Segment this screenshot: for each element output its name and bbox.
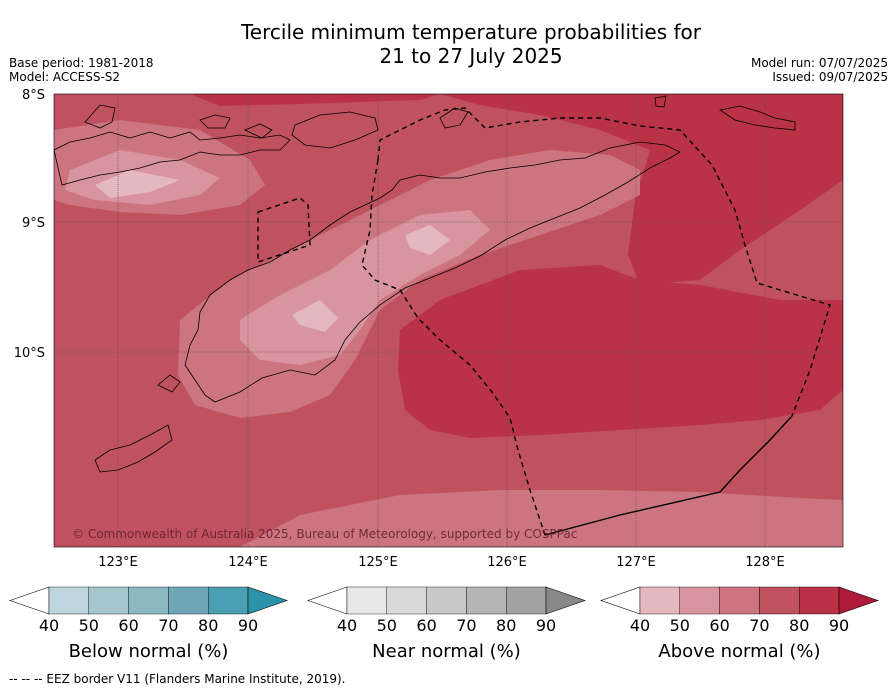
rote-coast xyxy=(94,424,173,473)
band-40-50-nw xyxy=(95,170,180,198)
lon-label-124e: 124°E xyxy=(228,555,268,570)
colorbar-near-normal: 40 50 60 70 80 90 Near normal (%) xyxy=(307,586,586,662)
coastlines xyxy=(54,95,796,473)
colorbar-above-segment-3 xyxy=(759,586,800,615)
colorbar-near-segment-4 xyxy=(506,586,547,615)
lon-label-127e: 127°E xyxy=(616,555,656,570)
timor-coast xyxy=(184,141,681,403)
title-line-1: Tercile minimum temperature probabilitie… xyxy=(240,20,702,44)
colorbar-below-normal: 40 50 60 70 80 90 Below normal (%) xyxy=(9,586,288,662)
colorbar-below-tick: 70 xyxy=(158,616,178,635)
colorbar-above-tick: 60 xyxy=(709,616,729,635)
colorbar-above-segment-2 xyxy=(719,586,760,615)
colorbar-near-segment-1 xyxy=(386,586,427,615)
semau-coast xyxy=(157,374,181,393)
lat-label-10s: 10°S xyxy=(14,346,45,361)
colorbar-below-segment-2 xyxy=(128,586,169,615)
meta-left: Base period: 1981-2018 Model: ACCESS-S2 xyxy=(9,56,154,84)
colorbar-near-segment-3 xyxy=(466,586,507,615)
copyright-note: © Commonwealth of Australia 2025, Bureau… xyxy=(72,527,577,541)
band-40-50-center-a xyxy=(405,225,450,255)
colorbar-above-high-extend xyxy=(838,586,879,615)
colorbar-below-segment-0 xyxy=(48,586,89,615)
colorbar-above-normal: 40 50 60 70 80 90 Above normal (%) xyxy=(600,586,879,662)
colorbar-above-segment-4 xyxy=(799,586,840,615)
colorbar-below-high-extend xyxy=(247,586,288,615)
colorbar-near-segment-0 xyxy=(346,586,387,615)
lon-label-128e: 128°E xyxy=(745,555,785,570)
issued-date: Issued: 09/07/2025 xyxy=(772,70,888,84)
colorbar-below-title: Below normal (%) xyxy=(69,641,229,662)
colorbar-above-title: Above normal (%) xyxy=(658,641,820,662)
lat-label-9s: 9°S xyxy=(22,216,45,231)
colorbar-below-segment-3 xyxy=(168,586,209,615)
colorbar-above-segment-0 xyxy=(639,586,680,615)
colorbar-above-segment-1 xyxy=(679,586,720,615)
eez-south-solid xyxy=(544,415,793,536)
colorbar-near-high-extend xyxy=(545,586,586,615)
eez-south-west xyxy=(361,159,546,536)
islet-c xyxy=(243,123,273,139)
colorbar-near-title: Near normal (%) xyxy=(372,641,521,662)
eez-border xyxy=(257,107,831,536)
lon-label-123e: 123°E xyxy=(98,555,138,570)
colorbar-above-tick: 50 xyxy=(670,616,690,635)
band-70-80-sw xyxy=(54,470,160,547)
colorbar-above-tick: 70 xyxy=(749,616,769,635)
colorbar-below-tick: 50 xyxy=(79,616,99,635)
colorbar-near-tick: 40 xyxy=(337,616,357,635)
flores-coast xyxy=(54,131,291,186)
colorbar-above-low-extend xyxy=(600,586,641,615)
alor-coast xyxy=(291,111,379,149)
colorbar-near-low-extend xyxy=(307,586,348,615)
model-run: Model run: 07/07/2025 xyxy=(750,56,888,70)
eez-north-east xyxy=(377,107,831,417)
colorbar-near-tick: 60 xyxy=(416,616,436,635)
lat-label-8s: 8°S xyxy=(22,88,45,103)
colorbar-near-tick: 70 xyxy=(456,616,476,635)
colorbar-near-tick: 50 xyxy=(377,616,397,635)
lon-label-126e: 126°E xyxy=(487,555,527,570)
colorbar-below-low-extend xyxy=(9,586,50,615)
map-title: Tercile minimum temperature probabilitie… xyxy=(0,20,896,68)
footnote: -- -- -- EEZ border V11 (Flanders Marine… xyxy=(9,672,346,686)
islet-a xyxy=(84,104,116,129)
map-frame xyxy=(53,93,844,548)
meta-right: Model run: 07/07/2025 Issued: 09/07/2025 xyxy=(751,56,888,84)
colorbar-above-tick: 80 xyxy=(789,616,809,635)
band-60-70-s xyxy=(240,490,843,547)
title-line-2: 21 to 27 July 2025 xyxy=(379,44,563,68)
lon-label-125e: 125°E xyxy=(358,555,398,570)
model-name: Model: ACCESS-S2 xyxy=(9,70,121,84)
colorbar-below-tick: 60 xyxy=(118,616,138,635)
graticule xyxy=(54,94,843,547)
colorbar-below-segment-4 xyxy=(207,586,249,615)
colorbar-near-tick: 90 xyxy=(536,616,556,635)
wetar-east-coast xyxy=(718,105,796,131)
band-80-90-s xyxy=(398,265,843,438)
colorbar-below-tick: 90 xyxy=(238,616,258,635)
probability-field: © Commonwealth of Australia 2025, Bureau… xyxy=(54,94,843,547)
band-80-90-n xyxy=(190,94,440,106)
colorbar-below-tick: 40 xyxy=(39,616,59,635)
colorbar-below-tick: 80 xyxy=(198,616,218,635)
islet-d xyxy=(654,95,667,108)
colorbar-below-segment-1 xyxy=(88,586,129,615)
colorbar-above-tick: 90 xyxy=(829,616,849,635)
band-40-50-center-b xyxy=(292,300,338,332)
islet-b xyxy=(199,114,231,129)
colorbar-near-tick: 80 xyxy=(496,616,516,635)
eez-oecusse xyxy=(257,197,311,263)
base-period: Base period: 1981-2018 xyxy=(9,56,154,70)
colorbar-above-tick: 40 xyxy=(630,616,650,635)
colorbar-near-segment-2 xyxy=(426,586,467,615)
